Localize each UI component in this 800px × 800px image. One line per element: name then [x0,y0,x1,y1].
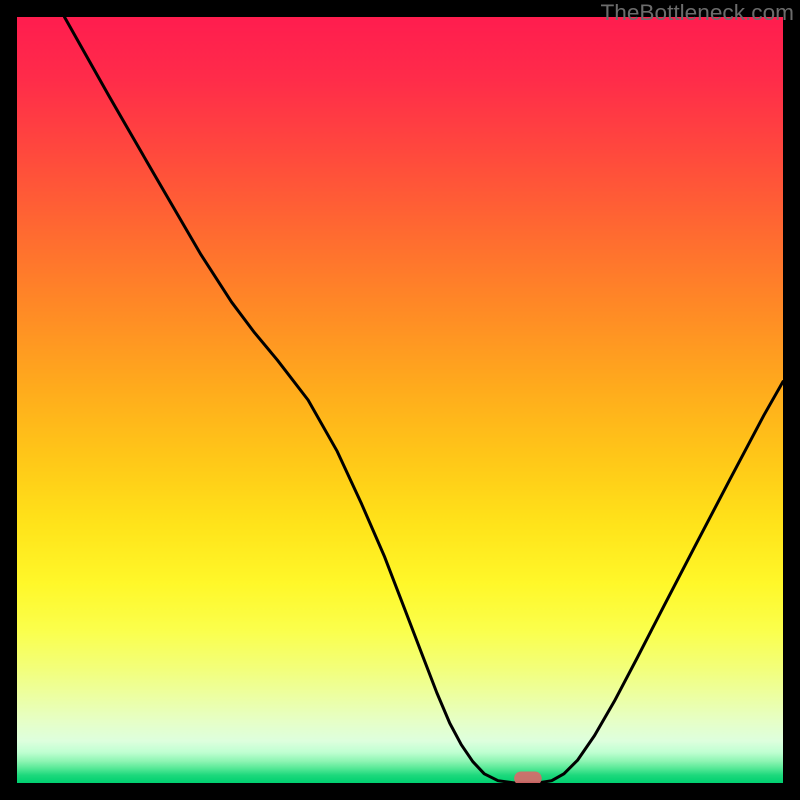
plot-svg [17,17,783,783]
chart-frame: TheBottleneck.com [0,0,800,800]
optimal-marker [514,772,542,783]
watermark-text: TheBottleneck.com [600,0,794,26]
bottleneck-curve [64,17,783,783]
chart-area [17,17,783,783]
